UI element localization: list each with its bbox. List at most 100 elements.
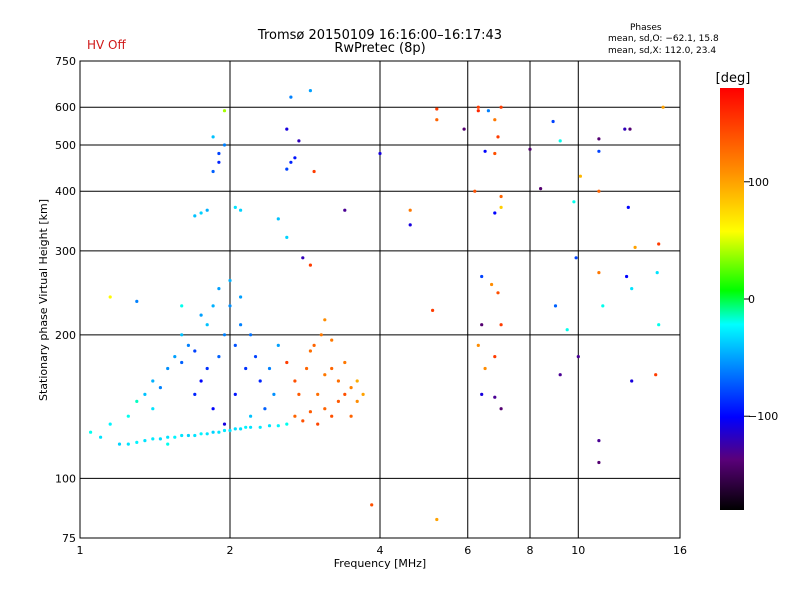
data-point [239, 295, 243, 299]
phases-o-stats: mean, sd,O: −62.1, 15.8 [608, 34, 719, 44]
data-point [180, 360, 184, 365]
data-point [486, 109, 490, 113]
data-point [173, 435, 177, 439]
data-point [578, 174, 583, 178]
data-point [316, 422, 320, 426]
x-tick-label: 4 [377, 544, 384, 557]
data-point [312, 343, 316, 347]
data-point [285, 235, 289, 239]
data-point [308, 410, 312, 414]
data-point [233, 343, 237, 347]
data-point [211, 304, 215, 308]
x-tick-label: 1 [77, 544, 84, 557]
data-point [297, 392, 301, 396]
x-tick-label: 8 [527, 544, 534, 557]
colorbar-tick-label: 100 [748, 176, 769, 189]
data-point [135, 399, 139, 403]
data-point [258, 379, 262, 383]
data-point [211, 169, 215, 174]
data-point [222, 422, 227, 426]
data-point [496, 291, 500, 295]
data-point [285, 167, 289, 171]
data-point [408, 208, 412, 212]
grid [80, 61, 680, 538]
data-point [166, 366, 170, 371]
data-point [217, 430, 221, 434]
data-point [305, 366, 309, 371]
y-tick-label: 400 [55, 185, 76, 198]
data-point [253, 355, 258, 359]
data-point [355, 399, 359, 403]
data-point [143, 439, 147, 443]
data-point [553, 304, 558, 308]
data-point [249, 333, 253, 337]
data-point [135, 299, 139, 303]
data-point [323, 318, 327, 322]
data-point [217, 151, 221, 156]
data-point [480, 392, 484, 396]
data-point [476, 105, 480, 109]
data-point [597, 149, 601, 153]
data-point [476, 109, 480, 113]
data-point [574, 256, 578, 260]
data-point [312, 169, 316, 174]
data-point [343, 360, 347, 365]
data-point [473, 189, 477, 193]
data-point [655, 271, 659, 275]
data-point [166, 435, 170, 439]
data-point [499, 323, 503, 327]
colorbar: [deg] 100 0 −100 [716, 71, 778, 510]
data-point [661, 105, 665, 109]
data-point [258, 425, 262, 429]
data-point [267, 424, 272, 428]
data-point [217, 355, 221, 359]
data-point [151, 437, 155, 441]
data-point [657, 242, 661, 246]
data-point [539, 187, 543, 191]
data-point [199, 432, 203, 436]
data-point [173, 355, 177, 359]
data-point [462, 127, 466, 131]
data-point [166, 442, 170, 446]
data-point [244, 366, 248, 371]
data-point [476, 343, 480, 347]
data-point [493, 118, 497, 122]
data-point [180, 304, 184, 308]
data-point [630, 287, 634, 291]
data-point [239, 323, 243, 327]
data-point [228, 304, 232, 308]
data-point [370, 503, 374, 507]
data-point [630, 379, 634, 383]
data-point [99, 435, 103, 439]
data-point [576, 355, 580, 359]
data-point [493, 211, 497, 215]
data-point [89, 430, 93, 434]
data-point [285, 360, 289, 365]
data-point [323, 407, 327, 411]
data-point [336, 379, 340, 383]
data-point [316, 392, 320, 396]
data-point [323, 373, 327, 377]
data-points [89, 89, 665, 522]
data-point [319, 333, 323, 337]
data-point [186, 343, 190, 347]
data-point [228, 278, 232, 283]
data-point [301, 419, 305, 423]
y-tick-label: 750 [55, 55, 76, 68]
data-point [222, 428, 227, 433]
y-axis-label: Stationary phase Virtual Height [km] [37, 199, 50, 401]
colorbar-tick-label: −100 [748, 410, 778, 423]
data-point [435, 118, 439, 122]
data-point [480, 274, 484, 279]
y-tick-label: 300 [55, 245, 76, 258]
data-point [597, 439, 601, 443]
data-point [308, 89, 312, 93]
data-point [293, 379, 297, 383]
data-point [276, 424, 280, 428]
data-point [233, 205, 237, 209]
data-point [499, 205, 503, 209]
phases-x-stats: mean, sd,X: 112.0, 23.4 [608, 46, 717, 56]
data-point [249, 414, 253, 418]
data-point [330, 366, 334, 371]
hv-status: HV Off [87, 38, 126, 52]
